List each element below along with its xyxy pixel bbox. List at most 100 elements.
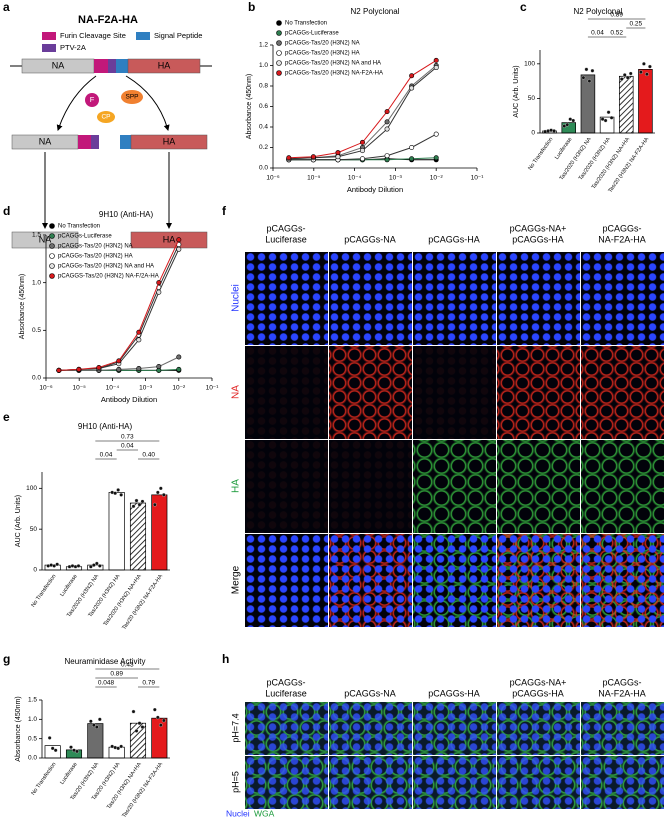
p-value: 0.43 — [121, 662, 134, 669]
data-point — [116, 358, 122, 364]
x-tick-label: 10⁻¹ — [471, 175, 485, 182]
p-value: 0.79 — [142, 680, 155, 687]
replicate-point — [113, 745, 118, 750]
segment-label: HA — [163, 136, 176, 146]
replicate-point — [546, 129, 550, 133]
replicate-point — [549, 128, 553, 133]
replicate-point — [91, 723, 96, 727]
legend-marker — [276, 20, 282, 26]
data-point — [176, 366, 182, 372]
micrograph — [581, 346, 664, 439]
replicate-point — [158, 486, 163, 491]
replicate-point — [52, 564, 57, 568]
y-tick-label: 100 — [26, 485, 37, 492]
y-tick-label: 1.0 — [32, 279, 41, 286]
replicate-point — [600, 117, 605, 122]
y-tick-label: 0.6 — [259, 103, 268, 110]
micrograph — [413, 252, 496, 345]
micrograph — [581, 534, 664, 627]
replicate-point — [97, 717, 102, 722]
segment — [130, 134, 208, 150]
replicate-point — [590, 68, 595, 73]
replicate-point — [619, 77, 624, 81]
micrograph — [581, 702, 664, 755]
column-header: pCAGGs-NA+ — [510, 223, 567, 233]
micrograph — [329, 702, 412, 755]
replicate-point — [152, 707, 157, 712]
data-point — [136, 365, 142, 371]
arrow — [56, 75, 97, 131]
replicate-point — [161, 493, 166, 497]
y-tick-label: 0.5 — [28, 735, 37, 742]
replicate-point — [137, 721, 142, 726]
column-header: pCAGGs-HA — [428, 688, 480, 698]
legend-swatch — [42, 44, 56, 52]
legend-label: pCAGGs-Tas/20 (H3N2) HA — [58, 254, 133, 260]
replicate-point — [75, 749, 79, 754]
column-header: Luciferase — [265, 234, 307, 244]
data-point — [156, 280, 162, 286]
micrograph — [329, 440, 412, 533]
p-value: 0.04 — [591, 30, 604, 37]
replicate-point — [568, 117, 573, 122]
segment — [116, 59, 128, 73]
x-tick-label: 10⁻⁴ — [348, 175, 362, 182]
micrograph — [581, 756, 664, 809]
column-header: pCAGGs-HA — [512, 688, 564, 698]
data-point — [310, 154, 316, 160]
data-point — [409, 85, 415, 91]
column-header: NA-F2A-HA — [598, 688, 646, 698]
y-tick-label: 1.5 — [28, 697, 37, 704]
legend-swatch — [42, 32, 56, 40]
column-header: pCAGGs-NA — [344, 688, 396, 698]
x-tick-label: 10⁻¹ — [206, 385, 220, 392]
micrograph — [413, 534, 496, 627]
legend-marker — [49, 263, 55, 269]
replicate-point — [158, 723, 163, 727]
legend-marker — [276, 60, 282, 66]
data-point — [359, 156, 365, 162]
panel-letter: c — [520, 0, 527, 14]
data-point — [433, 57, 439, 63]
chart-title: 9H10 (Anti-HA) — [78, 422, 133, 431]
replicate-point — [119, 493, 124, 497]
legend-swatch — [136, 32, 150, 40]
micrograph — [245, 534, 328, 627]
micrograph — [329, 346, 412, 439]
y-tick-label: 0 — [531, 130, 535, 137]
data-point — [433, 155, 439, 161]
x-tick-label: 10⁻⁴ — [106, 385, 120, 392]
enzyme — [97, 111, 115, 123]
p-value: 0.52 — [610, 30, 623, 37]
y-tick-label: 0.4 — [259, 124, 268, 131]
micrograph — [581, 440, 664, 533]
x-tick-label: 10⁻⁵ — [73, 385, 87, 392]
x-tick-label: No Transfection — [30, 762, 57, 797]
data-point — [335, 150, 341, 156]
micrograph — [497, 440, 580, 533]
replicate-point — [94, 561, 99, 566]
x-tick-label: 10⁻³ — [389, 175, 403, 182]
replicate-point — [137, 502, 142, 507]
segment — [120, 135, 131, 149]
diagram: NA-F2A-HA Furin Cleavage Site PTV-2A Sig… — [10, 14, 212, 249]
micrograph — [329, 252, 412, 345]
p-value: 0.048 — [98, 680, 115, 687]
replicate-point — [161, 718, 166, 723]
x-tick-label: No Transfection — [30, 574, 57, 609]
replicate-point — [94, 725, 99, 729]
replicate-point — [134, 498, 139, 503]
legend-marker — [276, 70, 282, 76]
segment-label: NA — [39, 234, 52, 244]
segment-label: HA — [158, 60, 171, 70]
legend-label: pCAGGs-Luciferase — [285, 31, 339, 37]
y-axis-label: AUC (Arb. Units) — [513, 65, 520, 117]
replicate-point — [565, 122, 570, 127]
replicate-point — [50, 746, 55, 751]
x-tick-label: 10⁻⁶ — [39, 385, 53, 392]
micrograph — [497, 252, 580, 345]
column-header: pCAGGs-NA — [344, 234, 396, 244]
p-value: 0.89 — [610, 12, 623, 19]
stain-label: WGA — [254, 808, 275, 818]
